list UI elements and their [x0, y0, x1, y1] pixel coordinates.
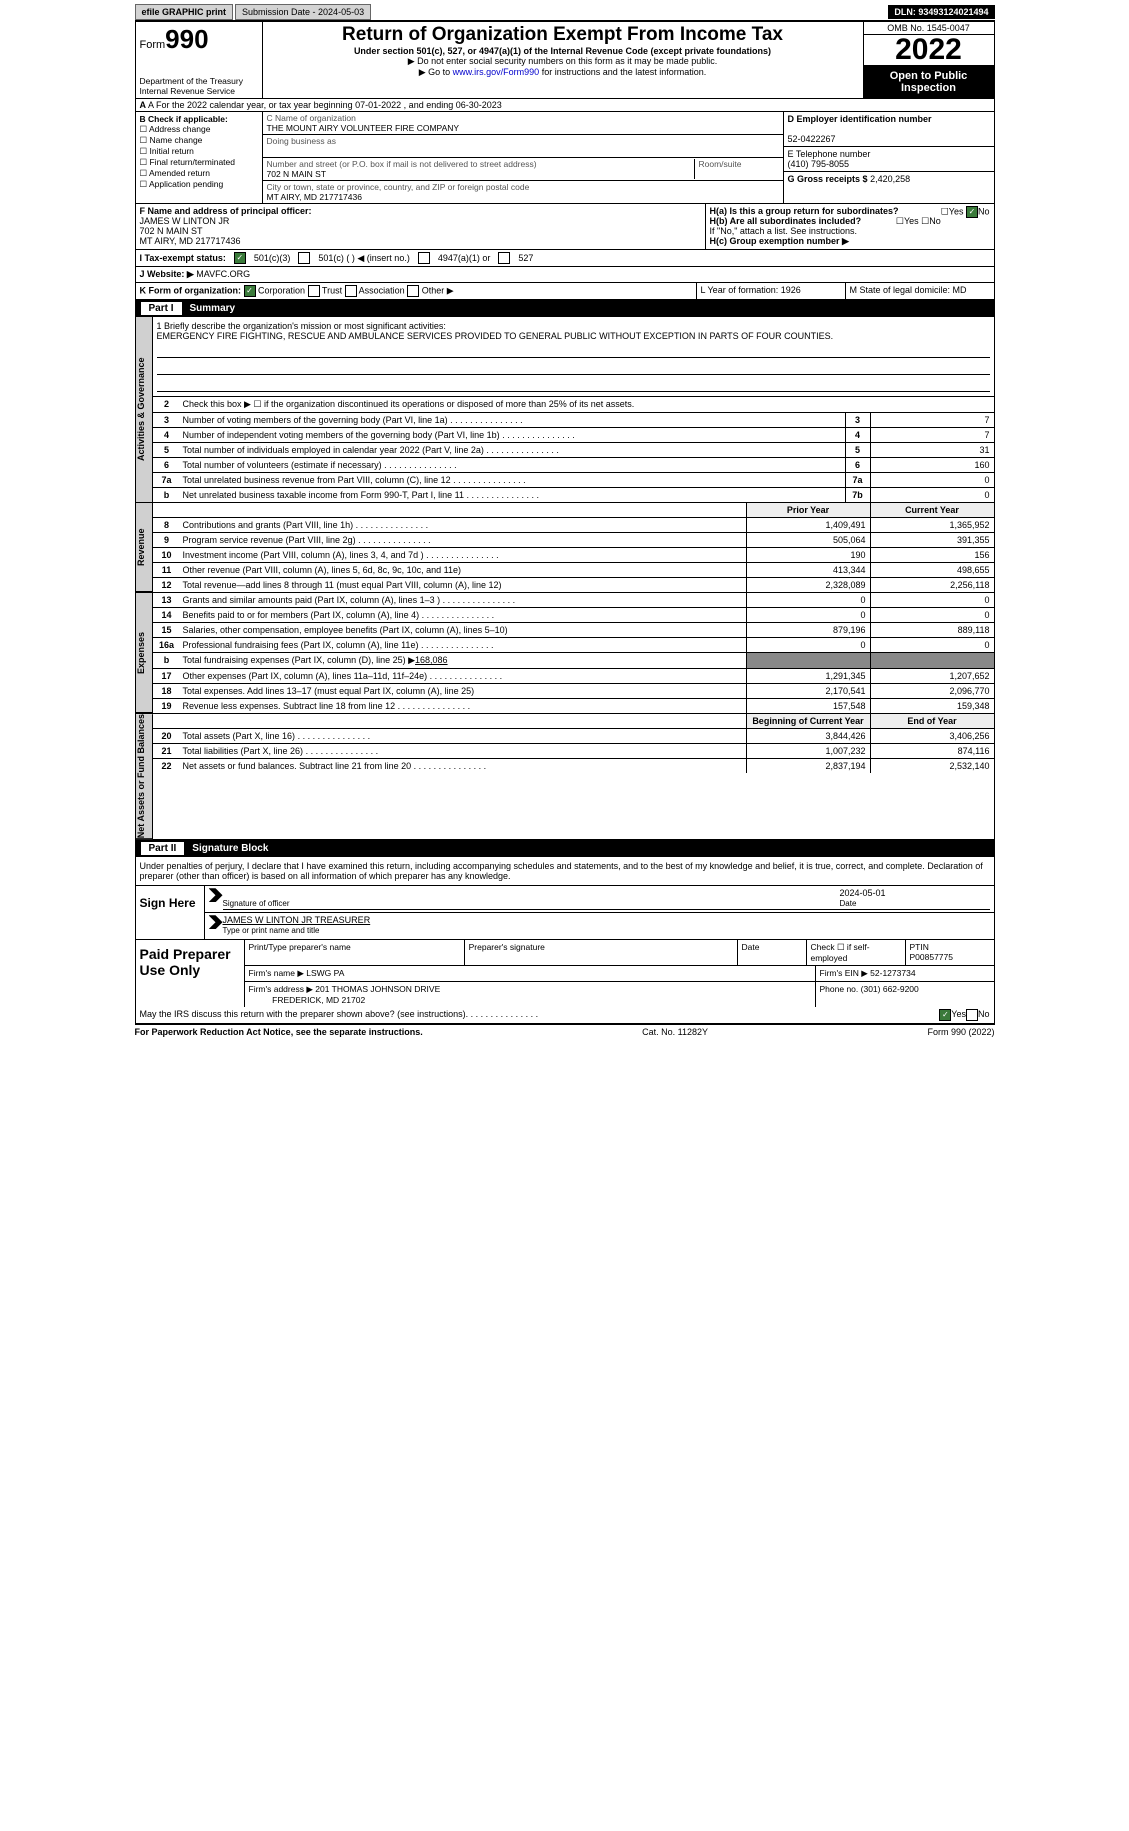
dln: DLN: 93493124021494: [888, 5, 994, 19]
vtab-activities: Activities & Governance: [136, 317, 153, 502]
part2-label: Part II: [141, 842, 185, 855]
form-title: Return of Organization Exempt From Incom…: [267, 24, 859, 46]
vtab-netassets: Net Assets or Fund Balances: [136, 714, 153, 839]
form-number: Form990: [140, 24, 258, 55]
signer-name: JAMES W LINTON JR TREASURER: [223, 915, 371, 925]
public-inspection: Open to Public Inspection: [864, 66, 994, 98]
telephone: (410) 795-8055: [788, 159, 850, 169]
arrow-icon: [209, 915, 223, 929]
tax-exempt-status: I Tax-exempt status: ✓501(c)(3) 501(c) (…: [135, 250, 995, 267]
form-subtitle: Under section 501(c), 527, or 4947(a)(1)…: [267, 46, 859, 56]
paperwork-notice: For Paperwork Reduction Act Notice, see …: [135, 1027, 423, 1037]
gross-receipts: 2,420,258: [870, 174, 910, 184]
org-name: THE MOUNT AIRY VOLUNTEER FIRE COMPANY: [267, 123, 460, 133]
penalty-statement: Under penalties of perjury, I declare th…: [136, 857, 994, 886]
form-of-org: K Form of organization: ✓ Corporation Tr…: [136, 283, 696, 299]
ptin: P00857775: [910, 952, 954, 962]
city-state-zip: MT AIRY, MD 217717436: [267, 192, 362, 202]
mission-text: EMERGENCY FIRE FIGHTING, RESCUE AND AMBU…: [157, 331, 990, 341]
sign-here-label: Sign Here: [136, 886, 205, 939]
arrow-icon: [209, 888, 223, 902]
line3-val: 7: [870, 413, 994, 427]
website: MAVFC.ORG: [196, 269, 250, 279]
irs-link[interactable]: www.irs.gov/Form990: [453, 67, 540, 77]
state-domicile: M State of legal domicile: MD: [845, 283, 994, 299]
part2-title: Signature Block: [192, 843, 268, 854]
col-b-checkboxes: B Check if applicable: ☐ Address change …: [136, 112, 263, 203]
firm-name: LSWG PA: [306, 968, 344, 978]
paid-preparer-label: Paid Preparer Use Only: [136, 940, 245, 1007]
tax-year: 2022: [864, 35, 994, 66]
cat-no: Cat. No. 11282Y: [642, 1027, 708, 1037]
note-ssn: ▶ Do not enter social security numbers o…: [267, 56, 859, 67]
part1-title: Summary: [190, 303, 236, 314]
row-a-period: A A For the 2022 calendar year, or tax y…: [135, 99, 995, 112]
department: Department of the Treasury Internal Reve…: [140, 76, 258, 96]
year-formation: L Year of formation: 1926: [696, 283, 845, 299]
part1-label: Part I: [141, 302, 182, 315]
submission-date: Submission Date - 2024-05-03: [235, 4, 371, 20]
ein: 52-0422267: [788, 134, 836, 144]
officer-name: JAMES W LINTON JR: [140, 216, 230, 226]
form-footer: Form 990 (2022): [927, 1027, 994, 1037]
vtab-expenses: Expenses: [136, 593, 153, 713]
address: 702 N MAIN ST: [267, 169, 327, 179]
note-link: ▶ Go to www.irs.gov/Form990 for instruct…: [267, 67, 859, 78]
vtab-revenue: Revenue: [136, 503, 153, 592]
efile-print-button[interactable]: efile GRAPHIC print: [135, 4, 234, 20]
